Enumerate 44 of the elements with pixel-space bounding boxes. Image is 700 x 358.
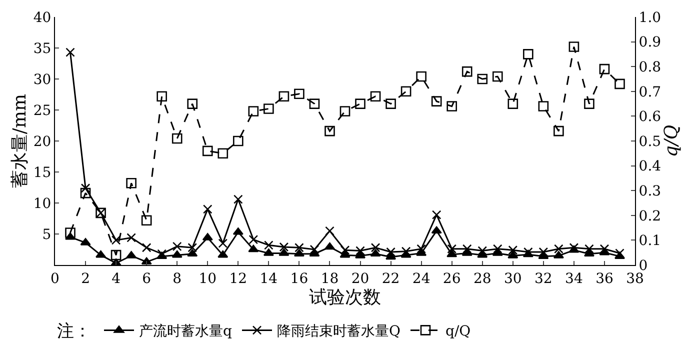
- y2-tick-label: 0.7: [638, 84, 662, 100]
- y-tick-label: 25: [33, 102, 52, 119]
- x-tick-label: 28: [473, 270, 492, 287]
- y2-tick-label: 0.8: [638, 60, 662, 76]
- y2-tick-label: 0.6: [638, 109, 662, 126]
- x-tick-label: 4: [112, 270, 121, 287]
- x-tick-label: 22: [382, 270, 400, 287]
- y2-tick-label: 0.9: [638, 34, 662, 51]
- y2-tick-label: 0.4: [638, 158, 662, 175]
- x-tick-label: 24: [412, 270, 430, 287]
- y-tick-label: 15: [33, 164, 52, 181]
- x-tick-label: 26: [442, 270, 461, 287]
- y-tick-label: 40: [33, 10, 52, 26]
- y2-tick-label: 1.0: [638, 10, 662, 26]
- y2-tick-label: 0.2: [638, 208, 662, 224]
- y-tick-label: 10: [33, 196, 52, 212]
- y2-tick-label: 0.3: [638, 184, 662, 200]
- x-tick-label: 0: [50, 270, 60, 287]
- x-tick-label: 32: [534, 270, 552, 287]
- legend-title: 注：: [57, 322, 91, 342]
- legend-label: 产流时蓄水量q: [139, 324, 232, 340]
- x-tick-label: 30: [504, 270, 522, 287]
- x-tick-label: 8: [172, 270, 182, 287]
- y-tick-label: 5: [42, 226, 52, 243]
- y2-tick-label: 0.5: [638, 134, 662, 150]
- legend-label: 降雨结束时蓄水量Q: [277, 324, 400, 340]
- x-tick-label: 18: [320, 270, 339, 287]
- x-tick-label: 6: [142, 270, 152, 287]
- x-tick-label: 10: [198, 270, 217, 287]
- y-axis-title: 蓄水量/mm: [10, 94, 31, 188]
- x-tick-label: 34: [565, 270, 583, 287]
- y2-tick-label: 0.1: [638, 233, 662, 250]
- y2-axis-title: q/Q: [661, 124, 682, 158]
- x-tick-label: 16: [290, 270, 308, 287]
- y-tick-label: 20: [33, 134, 52, 150]
- x-tick-label: 12: [229, 270, 248, 287]
- x-tick-label: 20: [351, 270, 370, 287]
- legend-label: q/Q: [445, 324, 471, 340]
- x-tick-label: 2: [81, 270, 90, 287]
- y-tick-label: 35: [33, 40, 52, 57]
- y-tick-label: 30: [33, 72, 52, 88]
- x-axis-title: 试验次数: [309, 286, 381, 308]
- x-tick-label: 36: [596, 270, 614, 287]
- x-tick-label: 14: [260, 270, 278, 287]
